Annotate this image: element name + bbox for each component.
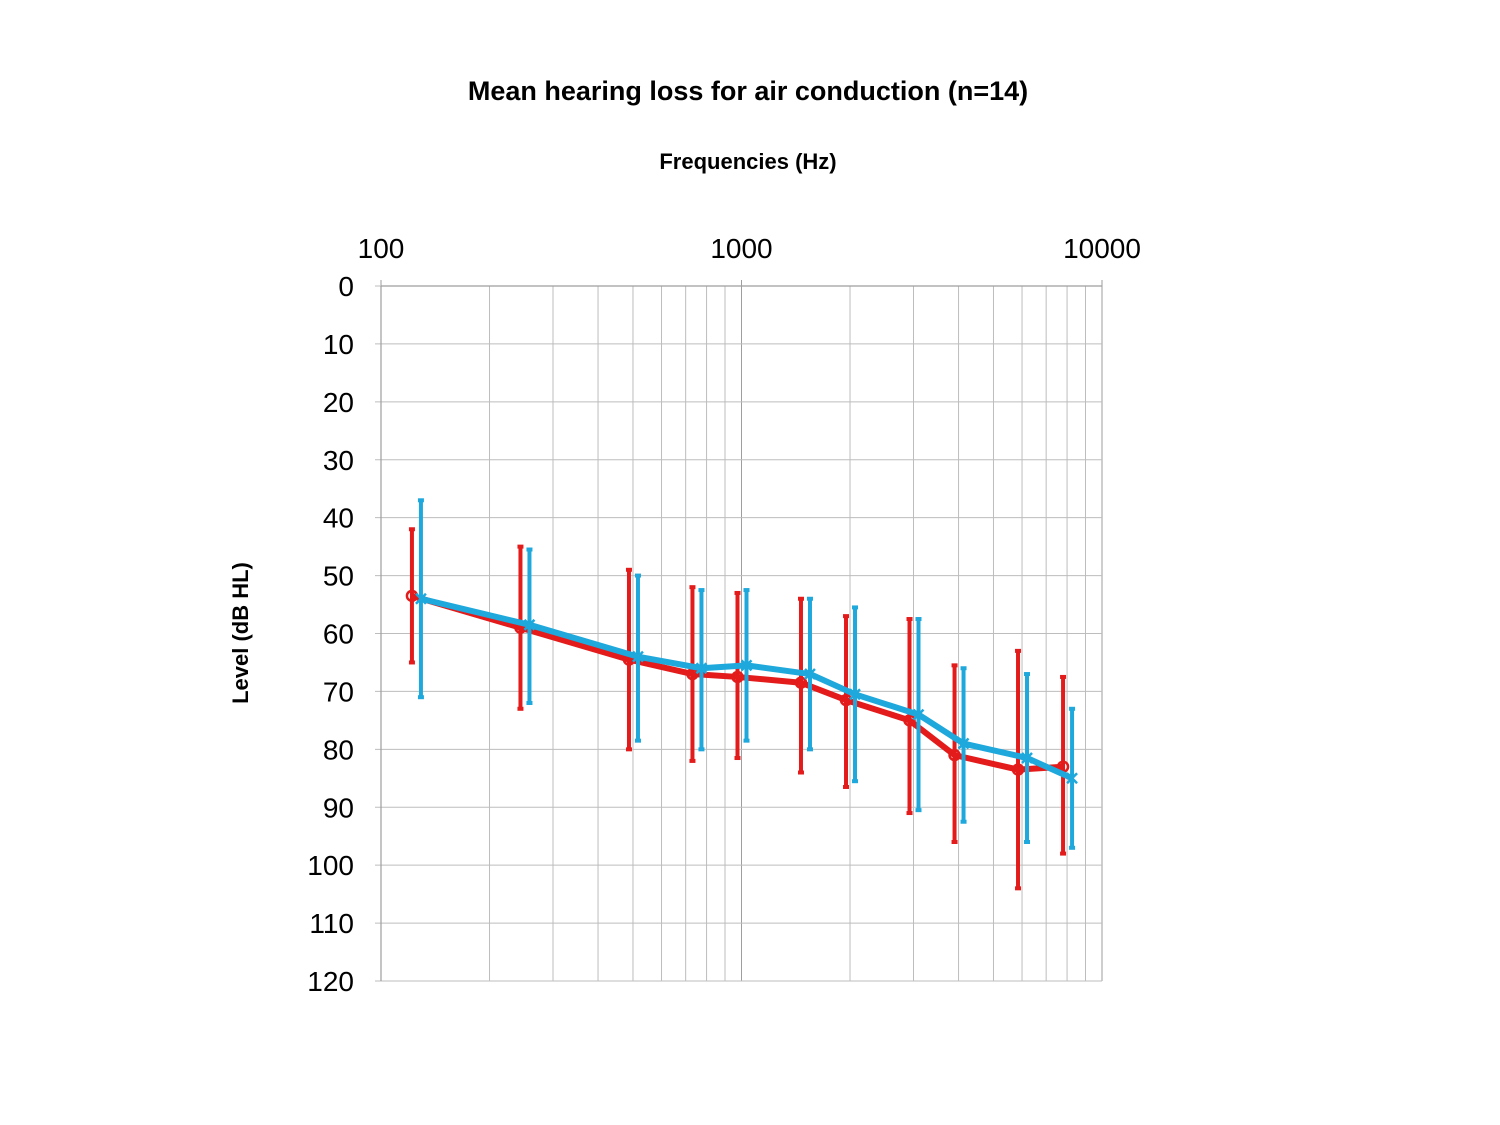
series-layer bbox=[405, 498, 1078, 891]
y-tick-label: 110 bbox=[309, 908, 354, 939]
data-point bbox=[903, 714, 916, 727]
x-axis-label: Frequencies (Hz) bbox=[659, 149, 837, 174]
y-tick-label: 40 bbox=[323, 503, 354, 534]
x-tick-label: 100 bbox=[358, 233, 405, 264]
data-point bbox=[794, 676, 808, 689]
data-point bbox=[740, 659, 753, 672]
x-tick-label: 10000 bbox=[1063, 233, 1141, 264]
data-point bbox=[415, 592, 427, 605]
y-tick-label: 90 bbox=[323, 792, 354, 823]
data-point bbox=[804, 668, 816, 680]
data-point bbox=[1011, 763, 1025, 776]
y-tick-label: 20 bbox=[323, 387, 354, 418]
data-point bbox=[1021, 752, 1033, 764]
y-tick-labels: 0 10 20 30 40 50 60 70 80 90 100 110 120 bbox=[307, 271, 354, 997]
series-2 bbox=[415, 498, 1078, 850]
data-point bbox=[731, 670, 744, 684]
series-1 bbox=[405, 527, 1070, 891]
data-point bbox=[948, 748, 961, 762]
y-tick-label: 0 bbox=[338, 271, 354, 302]
data-point bbox=[839, 693, 853, 707]
x-tick-labels: 100 1000 10000 bbox=[358, 233, 1141, 264]
data-point bbox=[912, 708, 925, 721]
y-tick-label: 60 bbox=[323, 619, 354, 650]
x-tick-label: 1000 bbox=[710, 233, 772, 264]
data-point bbox=[849, 688, 861, 701]
data-point bbox=[695, 662, 708, 675]
axes bbox=[380, 285, 1102, 981]
data-point bbox=[523, 618, 536, 631]
y-tick-label: 50 bbox=[323, 561, 354, 592]
data-point bbox=[1066, 772, 1078, 785]
series-line bbox=[411, 592, 1064, 773]
chart-title: Mean hearing loss for air conduction (n=… bbox=[467, 76, 1029, 106]
y-tick-label: 120 bbox=[307, 966, 354, 997]
y-tick-label: 70 bbox=[323, 676, 354, 707]
data-point bbox=[957, 737, 970, 750]
y-tick-label: 80 bbox=[323, 734, 354, 765]
y-tick-label: 30 bbox=[323, 445, 354, 476]
data-point bbox=[632, 650, 644, 663]
y-tick-label: 100 bbox=[307, 850, 354, 881]
y-tick-label: 10 bbox=[323, 329, 354, 360]
